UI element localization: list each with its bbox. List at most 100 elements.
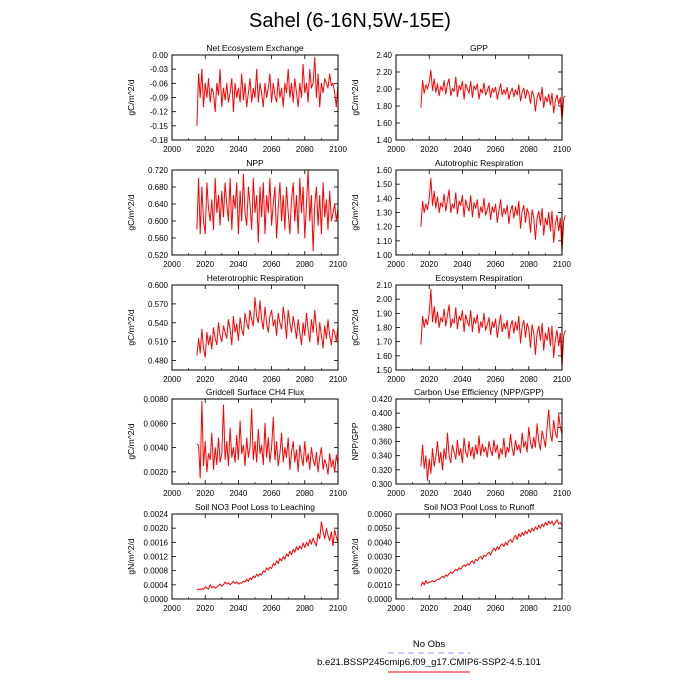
y-axis-label: gC/m^2/d [126, 194, 136, 230]
y-tick-label: 0.340 [372, 452, 393, 461]
y-tick-label: 0.540 [148, 319, 169, 328]
x-tick-label: 2000 [163, 145, 181, 154]
series-line [420, 409, 563, 481]
x-tick-label: 2100 [329, 375, 347, 384]
x-tick-label: 2080 [520, 489, 538, 498]
x-tick-label: 2040 [230, 604, 248, 613]
y-tick-label: 1.90 [376, 309, 392, 318]
x-tick-label: 2100 [553, 260, 571, 269]
chart-title: Ecosystem Respiration [436, 273, 523, 283]
y-tick-label: 0.0000 [144, 595, 169, 604]
y-tick-label: 0.400 [372, 409, 393, 418]
y-tick-label: 0.640 [148, 200, 169, 209]
plot-frame [171, 284, 339, 371]
plot-frame [171, 169, 339, 256]
x-tick-label: 2000 [387, 604, 405, 613]
y-tick-label: 1.40 [376, 194, 392, 203]
chart-gpp: GPP gC/m^2/d 2000 2020 2040 2060 2080 2100 2.40 2… [350, 43, 571, 154]
y-axis-label: gC/m^2/d [126, 423, 136, 459]
x-tick-label: 2020 [420, 145, 438, 154]
series-line [196, 521, 339, 591]
y-tick-label: 1.80 [376, 102, 392, 111]
y-tick-label: 1.00 [376, 251, 392, 260]
y-tick-label: 0.0008 [144, 567, 169, 576]
chart-carbon-use-efficiency-npp-gpp: Carbon Use Efficiency (NPP/GPP) NPP/GPP 20… [350, 387, 571, 498]
y-tick-label: 0.0040 [368, 538, 393, 547]
y-tick-label: 1.60 [376, 352, 392, 361]
y-tick-label: 2.20 [376, 68, 392, 77]
y-tick-label: -0.03 [150, 65, 169, 74]
plot-frame [171, 54, 339, 141]
x-tick-label: 2080 [520, 375, 538, 384]
series-line [420, 519, 563, 587]
x-tick-label: 2100 [553, 489, 571, 498]
x-tick-label: 2080 [296, 260, 314, 269]
y-tick-label: 2.40 [376, 51, 392, 60]
chart-autotrophic-respiration: Autotrophic Respiration gC/m^2/d 2000 2020 2… [350, 158, 571, 269]
chart-soil-no3-pool-loss-to-runoff: Soil NO3 Pool Loss to Runoff gN/m^2/d 2000… [350, 502, 571, 613]
chart-title: Carbon Use Efficiency (NPP/GPP) [414, 387, 544, 397]
y-tick-label: 1.70 [376, 338, 392, 347]
y-tick-label: 0.0016 [144, 538, 169, 547]
y-tick-label: 0.0010 [368, 581, 393, 590]
series-line [420, 178, 566, 253]
x-tick-label: 2040 [454, 145, 472, 154]
y-tick-label: 0.360 [372, 438, 393, 447]
x-tick-label: 2060 [487, 145, 505, 154]
x-tick-label: 2000 [387, 489, 405, 498]
y-tick-label: 0.510 [148, 338, 169, 347]
chart-heterotrophic-respiration: Heterotrophic Respiration gC/m^2/d 2000 202… [126, 273, 347, 384]
figure-title: Sahel (6-16N,5W-15E) [249, 10, 451, 32]
x-tick-label: 2100 [329, 489, 347, 498]
y-tick-label: 0.0050 [368, 524, 393, 533]
y-tick-label: 0.320 [372, 466, 393, 475]
y-tick-label: 0.0020 [144, 524, 169, 533]
y-tick-label: 1.60 [376, 119, 392, 128]
plot-frame [395, 54, 563, 141]
legend-model-label: b.e21.BSSP245cmip6.f09_g17.CMIP6-SSP2-4.… [317, 657, 541, 668]
y-axis-label: gN/m^2/d [126, 538, 136, 574]
y-tick-label: 0.0030 [368, 553, 393, 562]
y-axis-label: gC/m^2/d [350, 79, 360, 115]
x-tick-label: 2040 [230, 260, 248, 269]
series-line [420, 288, 566, 368]
x-tick-label: 2040 [230, 375, 248, 384]
x-tick-label: 2080 [520, 260, 538, 269]
y-tick-label: 2.00 [376, 85, 392, 94]
y-axis-label: gC/m^2/d [350, 309, 360, 345]
y-tick-label: 1.10 [376, 237, 392, 246]
x-tick-label: 2000 [387, 375, 405, 384]
y-tick-label: 2.00 [376, 295, 392, 304]
chart-gridcell-surface-ch4-flux: Gridcell Surface CH4 Flux gC/m^2/d 2000 202… [126, 387, 347, 498]
y-tick-label: -0.15 [150, 122, 169, 131]
y-tick-label: -0.06 [150, 79, 169, 88]
y-tick-label: 0.520 [148, 251, 169, 260]
x-tick-label: 2080 [296, 489, 314, 498]
x-tick-label: 2000 [163, 604, 181, 613]
x-tick-label: 2080 [296, 145, 314, 154]
chart-title: Soil NO3 Pool Loss to Leaching [195, 502, 315, 512]
y-tick-label: 0.0020 [368, 567, 393, 576]
y-axis-label: NPP/GPP [350, 422, 360, 460]
plot-frame [395, 169, 563, 256]
x-tick-label: 2000 [163, 260, 181, 269]
y-tick-label: 0.00 [152, 51, 168, 60]
x-tick-label: 2020 [420, 604, 438, 613]
y-tick-label: -0.18 [150, 136, 169, 145]
chart-title: Net Ecosystem Exchange [206, 43, 304, 53]
series-line [196, 400, 339, 479]
x-tick-label: 2020 [420, 489, 438, 498]
y-axis-label: gC/m^2/d [126, 79, 136, 115]
y-tick-label: 0.0024 [144, 510, 169, 519]
y-tick-label: 0.600 [148, 217, 169, 226]
x-tick-label: 2040 [454, 260, 472, 269]
x-tick-label: 2020 [196, 145, 214, 154]
y-tick-label: 1.50 [376, 180, 392, 189]
x-tick-label: 2060 [263, 604, 281, 613]
plot-frame [171, 513, 339, 600]
y-tick-label: -0.12 [150, 108, 169, 117]
y-tick-label: 0.0060 [144, 419, 169, 428]
chart-title: Gridcell Surface CH4 Flux [206, 387, 305, 397]
legend: No Obs b.e21.BSSP245cmip6.f09_g17.CMIP6-… [317, 639, 541, 673]
